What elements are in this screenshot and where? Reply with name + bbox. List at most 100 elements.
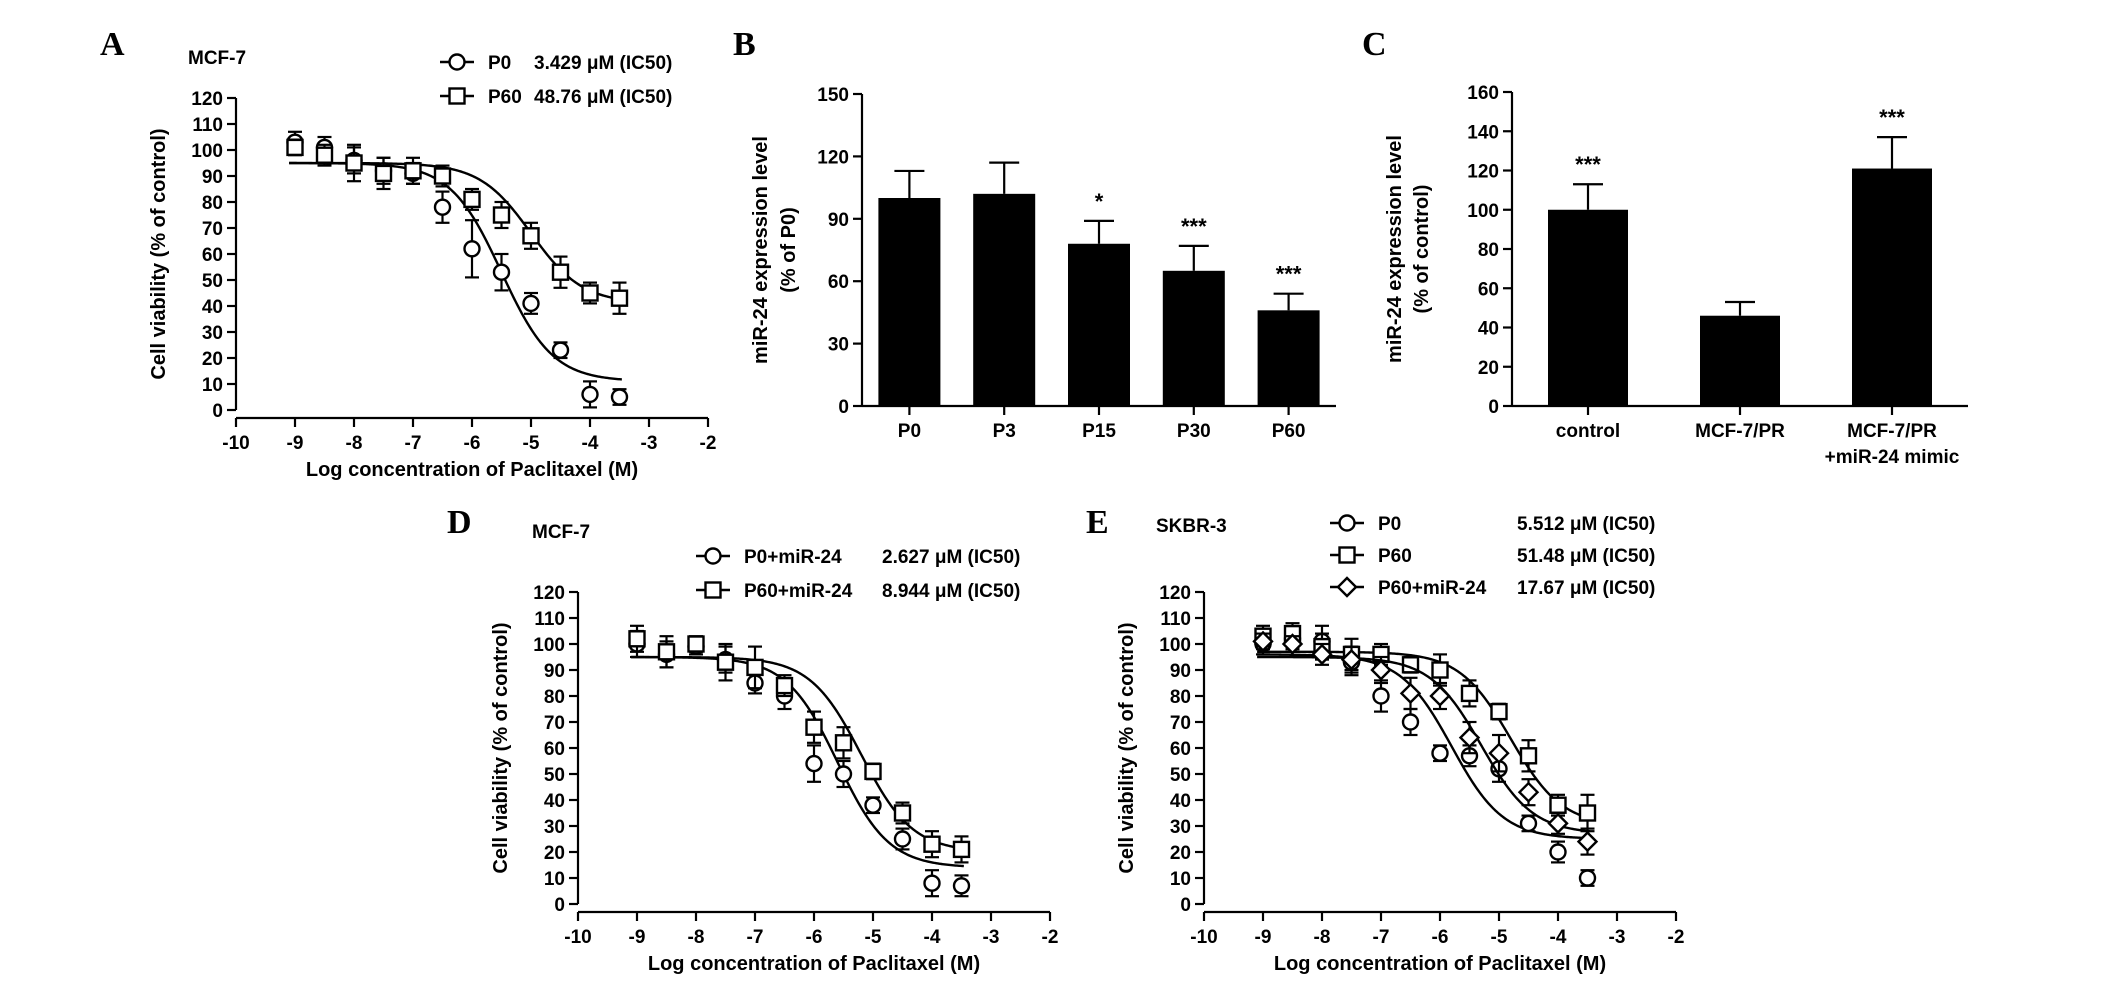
x-axis-title: Log concentration of Paclitaxel (M) <box>306 459 638 481</box>
data-point <box>374 164 393 183</box>
y-tick-label: 70 <box>1170 713 1191 734</box>
y-tick-label: 110 <box>1160 609 1191 630</box>
data-point <box>1549 796 1567 814</box>
legend-ic50-value: 3.429 μM (IC50) <box>534 53 672 74</box>
x-tick-label: -2 <box>1668 927 1685 948</box>
y-tick-label: 0 <box>838 397 849 418</box>
data-point <box>864 762 882 781</box>
legend-series-name: P0 <box>488 53 511 74</box>
x-category-label: control <box>1556 421 1620 442</box>
y-tick-label: 160 <box>1467 83 1499 104</box>
data-point <box>1401 713 1420 731</box>
x-category-label: P30 <box>1177 421 1211 442</box>
y-tick-label: 40 <box>544 791 565 812</box>
x-tick-label: -5 <box>523 433 540 454</box>
y-tick-label: 120 <box>1467 162 1499 183</box>
data-point <box>1460 684 1479 703</box>
data-point <box>1490 702 1508 721</box>
panel-letter-d: D <box>447 504 472 541</box>
x-tick-label: -7 <box>747 927 764 948</box>
cell-line-label-e: SKBR-3 <box>1156 516 1227 537</box>
legend-marker <box>1336 576 1358 598</box>
legend-entry: P60 48.76 μM (IC50) <box>440 87 672 108</box>
data-point <box>581 385 599 404</box>
y-tick-label: 10 <box>544 869 565 890</box>
y-tick-label: 120 <box>817 147 849 168</box>
legend-entry: P0 5.512 μM (IC50) <box>1330 514 1655 535</box>
y-tick-label: 0 <box>1488 397 1499 418</box>
x-tick-label: -8 <box>346 433 363 454</box>
y-tick-label: 90 <box>544 661 565 682</box>
data-point <box>746 658 764 677</box>
data-point <box>522 294 540 313</box>
x-tick-label: -5 <box>1491 927 1508 948</box>
x-tick-label: -9 <box>287 433 304 454</box>
data-point <box>463 240 481 258</box>
bar <box>1548 209 1628 406</box>
legend-ic50-value: 5.512 μM (IC50) <box>1517 514 1655 535</box>
y-axis-title: miR-24 expression level <box>1384 135 1406 363</box>
x-tick-label: -6 <box>464 433 481 454</box>
bar <box>1257 310 1320 406</box>
y-tick-label: 80 <box>544 687 565 708</box>
legend-ic50-value: 17.67 μM (IC50) <box>1517 578 1655 599</box>
legend-series-name: P0+miR-24 <box>744 547 842 568</box>
series-p0 <box>1254 624 1597 887</box>
x-axis-title: Log concentration of Paclitaxel (M) <box>1274 953 1606 975</box>
y-tick-label: 0 <box>1180 895 1191 916</box>
chart-c-bar: 0 20 40 60 80 100 120 140 160 miR-24 expression l… <box>1384 83 1968 468</box>
fit-curve <box>631 655 965 850</box>
y-tick-label: 100 <box>1159 635 1191 656</box>
legend-ic50-value: 8.944 μM (IC50) <box>882 581 1020 602</box>
data-point <box>492 263 511 281</box>
y-tick-label: 120 <box>1159 583 1191 604</box>
bar <box>1068 243 1130 406</box>
panel-letter-b: B <box>733 26 756 63</box>
data-point <box>610 388 629 406</box>
bar <box>1162 270 1225 406</box>
legend-series-name: P60+miR-24 <box>744 581 853 602</box>
x-tick-label: -3 <box>641 433 658 454</box>
data-point <box>551 341 570 359</box>
x-tick-label: -10 <box>222 433 249 454</box>
y-tick-label: 50 <box>544 765 565 786</box>
x-tick-label: -2 <box>1042 927 1059 948</box>
data-point <box>952 840 971 859</box>
y-tick-label: 30 <box>1170 817 1191 838</box>
data-point <box>1370 659 1392 681</box>
bar <box>1852 168 1932 406</box>
data-point <box>286 138 304 157</box>
y-tick-label: 60 <box>828 272 849 293</box>
data-point <box>1576 830 1599 853</box>
chart-b-bar: 0 30 60 90 120 150 miR-24 expression level (% o… <box>750 85 1336 442</box>
y-axis-title: Cell viability (% of control) <box>490 622 512 873</box>
legend-marker <box>448 53 466 71</box>
data-point <box>404 162 422 180</box>
bar <box>973 193 1036 406</box>
x-tick-label: -2 <box>700 433 717 454</box>
chart-d-dose-response: 0 10 20 30 40 50 60 70 80 90 100 110 120 -10 -9 -8 -7 -6 -… <box>490 547 1058 975</box>
legend-ic50-value: 51.48 μM (IC50) <box>1517 546 1655 567</box>
data-point <box>1281 633 1304 655</box>
fit-curve <box>1257 650 1591 820</box>
x-tick-label: -4 <box>1550 927 1567 948</box>
y-tick-label: 30 <box>202 323 223 344</box>
legend-entry: P60 51.48 μM (IC50) <box>1330 546 1655 567</box>
x-category-label: P0 <box>898 421 921 442</box>
data-point <box>1252 630 1274 653</box>
y-tick-label: 0 <box>212 401 223 422</box>
significance-marker: *** <box>1276 262 1302 287</box>
y-tick-label: 90 <box>828 210 849 231</box>
y-tick-label: 70 <box>544 713 565 734</box>
y-tick-label: 30 <box>828 335 849 356</box>
x-category-label: P60 <box>1272 421 1306 442</box>
significance-marker: * <box>1095 189 1104 214</box>
data-point <box>345 154 363 172</box>
y-tick-label: 110 <box>534 609 565 630</box>
y-tick-label: 140 <box>1467 122 1499 143</box>
fit-curve <box>289 161 623 301</box>
x-category-label: MCF-7/PR <box>1847 421 1937 442</box>
data-point <box>433 167 452 185</box>
data-point <box>1431 661 1449 679</box>
